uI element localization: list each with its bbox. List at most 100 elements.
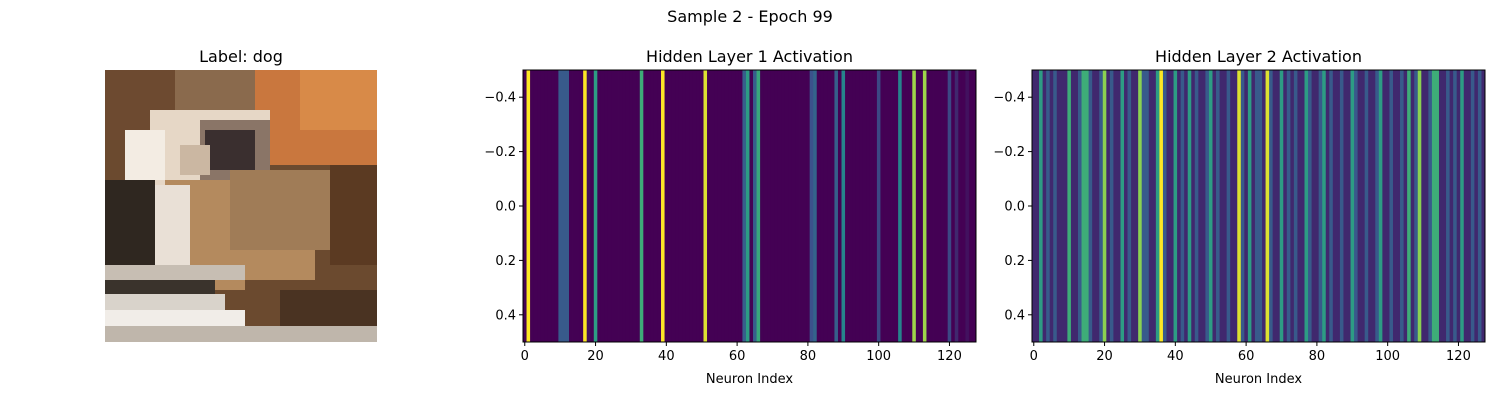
heatmap-2-cell <box>1417 70 1422 342</box>
heatmap-2-cell <box>1106 70 1111 342</box>
heatmap-1-cell <box>668 70 673 342</box>
heatmap-2-cell <box>1382 70 1387 342</box>
heatmap-2-cell <box>1078 70 1082 342</box>
heatmap-2-cell <box>1463 70 1468 342</box>
heatmap-1-cell <box>629 70 634 342</box>
heatmap-1-cell <box>714 70 719 342</box>
heatmap-2-cell <box>1056 70 1061 342</box>
heatmap-1-cell <box>682 70 687 342</box>
heatmap-2-cell <box>1032 70 1036 342</box>
heatmap-2-cell <box>1145 70 1150 342</box>
heatmap-1-xlabel: Neuron Index <box>706 372 793 387</box>
heatmap-1-cell <box>547 70 552 342</box>
heatmap-2-cell <box>1251 70 1256 342</box>
heatmap-1-cell <box>951 70 956 342</box>
heatmap-2-cell <box>1095 70 1100 342</box>
heatmap-1-cell <box>590 70 595 342</box>
heatmap-1-cell <box>933 70 938 342</box>
heatmap-1-cell <box>692 70 697 342</box>
heatmap-2-cell <box>1446 70 1451 342</box>
heatmap-1-cell <box>784 70 789 342</box>
heatmap-2-cell <box>1371 70 1376 342</box>
heatmap-1-cell <box>728 70 733 342</box>
heatmap-1-cell <box>586 70 591 342</box>
heatmap-1-cell <box>699 70 704 342</box>
heatmap-2-cell <box>1138 70 1143 342</box>
heatmap-1-cell <box>954 70 959 342</box>
heatmap-1-cell <box>919 70 924 342</box>
heatmap-1-y-tick-label: 0.0 <box>495 200 516 215</box>
heatmap-2-y-tick-label: 0.4 <box>1004 308 1025 323</box>
heatmap-2-cell <box>1354 70 1358 342</box>
heatmap-2-cell <box>1481 70 1486 342</box>
heatmap-2-cell <box>1099 70 1104 342</box>
heatmap-2-cell <box>1272 70 1277 342</box>
heatmap-1-cell <box>926 70 931 342</box>
heatmap-1-cell <box>894 70 899 342</box>
heatmap-1-cell <box>738 70 743 342</box>
heatmap-1-cell <box>823 70 828 342</box>
heatmap-1-cell <box>806 70 811 342</box>
heatmap-1-cell <box>653 70 658 342</box>
heatmap-1-cell <box>565 70 570 342</box>
heatmap-1-y-tick-label: 0.4 <box>495 308 516 323</box>
heatmap-2-cell <box>1085 70 1090 342</box>
heatmap-2-cell <box>1230 70 1235 342</box>
heatmap-2-cell <box>1223 70 1228 342</box>
image-panel-title: Label: dog <box>199 47 283 66</box>
heatmap-2-cell <box>1322 70 1327 342</box>
heatmap-1-cell <box>724 70 729 342</box>
heatmap-1-cell <box>781 70 786 342</box>
heatmap-2-y-tick-label: 0.0 <box>1004 200 1025 215</box>
heatmap-2-cell <box>1173 70 1178 342</box>
heatmap-2-cell <box>1315 70 1320 342</box>
heatmap-2-cell <box>1350 70 1355 342</box>
heatmap-2-cell <box>1474 70 1479 342</box>
heatmap-2-y-tick-label: −0.4 <box>993 91 1025 106</box>
heatmap-1-cell <box>820 70 825 342</box>
hidden-layer-2-heatmap: Hidden Layer 2 Activation 0 20 40 60 80 100 12… <box>993 47 1486 387</box>
image-panel: Label: dog <box>105 47 377 342</box>
heatmap-2-cell <box>1205 70 1210 342</box>
heatmap-2-y-tick-label: 0.2 <box>1004 254 1025 269</box>
heatmap-2-x-tick-label: 20 <box>1096 349 1113 364</box>
figure-suptitle: Sample 2 - Epoch 99 <box>667 7 833 26</box>
heatmap-2-cell <box>1456 70 1461 342</box>
heatmap-2-cell <box>1424 70 1429 342</box>
heatmap-1-cell <box>756 70 761 342</box>
heatmap-2-x-tick-label: 0 <box>1030 349 1038 364</box>
heatmap-1-cell <box>530 70 535 342</box>
heatmap-2-cell <box>1159 70 1164 342</box>
heatmap-2-x-ticks: 0 20 40 60 80 100 120 <box>1030 342 1471 364</box>
heatmap-2-cell <box>1392 70 1397 342</box>
heatmap-2-cells <box>1032 70 1486 342</box>
heatmap-1-cell <box>523 70 527 342</box>
heatmap-1-cell <box>618 70 623 342</box>
heatmap-2-cell <box>1134 70 1139 342</box>
heatmap-2-xlabel: Neuron Index <box>1215 372 1302 387</box>
heatmap-2-cell <box>1046 70 1051 342</box>
heatmap-1-cell <box>961 70 966 342</box>
heatmap-2-cell <box>1431 70 1436 342</box>
heatmap-2-cell <box>1400 70 1405 342</box>
heatmap-2-cell <box>1240 70 1245 342</box>
heatmap-1-cell <box>827 70 832 342</box>
heatmap-2-cell <box>1269 70 1274 342</box>
heatmap-2-cell <box>1470 70 1475 342</box>
heatmap-2-cell <box>1403 70 1408 342</box>
heatmap-2-cell <box>1042 70 1047 342</box>
heatmap-2-cell <box>1063 70 1068 342</box>
heatmap-1-cell <box>830 70 835 342</box>
heatmap-1-cell <box>905 70 910 342</box>
heatmap-1-cell <box>788 70 793 342</box>
heatmap-1-cell <box>650 70 655 342</box>
heatmap-2-cell <box>1216 70 1220 342</box>
heatmap-1-cell <box>937 70 942 342</box>
heatmap-1-cell <box>731 70 736 342</box>
heatmap-2-cell <box>1170 70 1174 342</box>
heatmap-1-cell <box>802 70 807 342</box>
heatmap-2-cell <box>1060 70 1065 342</box>
heatmap-1-cell <box>554 70 559 342</box>
heatmap-1-cell <box>643 70 648 342</box>
heatmap-1-cell <box>540 70 545 342</box>
